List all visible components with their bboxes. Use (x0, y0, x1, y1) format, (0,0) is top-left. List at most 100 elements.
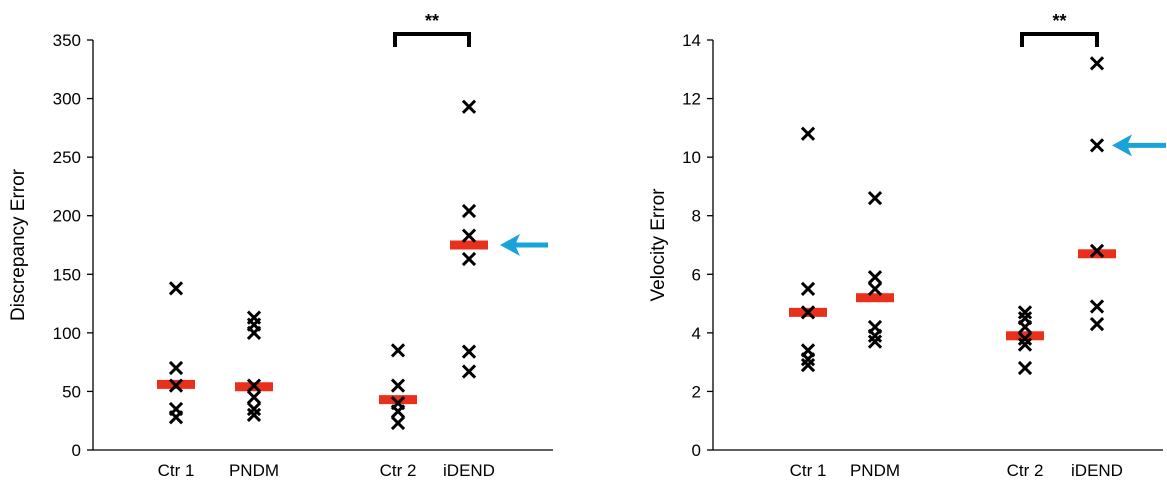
data-point-stroke-0 (390, 415, 406, 431)
mean-bar-0 (450, 240, 488, 250)
y-tick-label-1: 0 (692, 441, 701, 460)
data-point-1 (1089, 316, 1105, 332)
data-point-stroke-1 (1089, 243, 1105, 258)
mean-bar-0 (379, 395, 417, 405)
highlight-arrow-head-1 (1112, 134, 1132, 157)
data-point-stroke-0 (390, 378, 406, 393)
y-tick-label-0: 250 (53, 148, 81, 167)
data-point-stroke-1 (800, 343, 816, 358)
significance-bracket-0 (393, 32, 471, 47)
y-tick-label-1: 4 (692, 324, 701, 343)
data-point-0 (168, 360, 184, 376)
highlight-arrow-head-0 (500, 234, 520, 256)
data-point-1 (867, 270, 883, 285)
data-point-stroke-1 (1089, 56, 1105, 71)
data-point-0 (246, 390, 262, 405)
data-point-1 (1089, 243, 1105, 258)
y-tick-label-0: 50 (62, 382, 81, 401)
data-point-stroke-1 (867, 191, 883, 206)
data-point-1 (1089, 299, 1105, 314)
data-point-1 (1017, 360, 1033, 376)
category-label-0: Ctr 2 (380, 461, 417, 480)
data-point-1 (867, 319, 883, 335)
data-point-0 (246, 310, 262, 325)
data-point-stroke-0 (168, 281, 184, 296)
data-point-stroke-1 (1017, 305, 1033, 320)
data-point-stroke-0 (246, 378, 262, 393)
significance-bracket-1 (1020, 32, 1099, 47)
data-point-0 (461, 99, 477, 114)
data-point-0 (168, 401, 184, 417)
data-point-stroke-1 (800, 126, 816, 141)
data-point-0 (390, 396, 406, 411)
data-point-stroke-0 (461, 364, 477, 379)
category-label-0: iDEND (443, 461, 495, 480)
y-tick-label-1: 2 (692, 382, 701, 401)
data-point-stroke-1 (1017, 360, 1033, 376)
data-point-1 (867, 281, 883, 297)
y-tick-label-1: 8 (692, 207, 701, 226)
data-point-1 (867, 191, 883, 206)
y-tick-label-1: 12 (682, 90, 701, 109)
data-point-stroke-1 (867, 281, 883, 297)
y-tick-label-1: 14 (682, 31, 701, 50)
data-point-0 (461, 251, 477, 267)
data-point-stroke-1 (800, 281, 816, 297)
data-point-stroke-0 (246, 390, 262, 405)
data-point-0 (390, 378, 406, 393)
data-point-0 (246, 401, 262, 417)
data-point-0 (461, 344, 477, 359)
data-point-0 (390, 415, 406, 431)
significance-label-1: ** (1052, 11, 1066, 31)
y-tick-label-0: 300 (53, 90, 81, 109)
data-point-0 (246, 378, 262, 393)
data-point-1 (1017, 331, 1033, 346)
data-point-stroke-0 (461, 251, 477, 267)
data-point-1 (800, 281, 816, 297)
data-point-stroke-0 (246, 401, 262, 417)
data-point-1 (800, 126, 816, 141)
y-tick-label-0: 150 (53, 265, 81, 284)
data-point-stroke-1 (1089, 138, 1105, 153)
data-point-1 (800, 343, 816, 358)
significance-label-0: ** (425, 11, 439, 31)
data-point-stroke-0 (461, 203, 477, 219)
y-tick-label-0: 200 (53, 207, 81, 226)
data-point-stroke-0 (168, 401, 184, 417)
y-tick-label-1: 10 (682, 148, 701, 167)
mean-bar-1 (1006, 331, 1044, 341)
data-point-stroke-0 (168, 378, 184, 393)
data-point-1 (1089, 138, 1105, 153)
data-point-stroke-1 (1089, 316, 1105, 332)
category-label-1: iDEND (1071, 461, 1123, 480)
data-point-stroke-0 (461, 228, 477, 243)
data-point-0 (461, 203, 477, 219)
data-point-stroke-1 (800, 305, 816, 320)
y-tick-label-0: 350 (53, 31, 81, 50)
y-axis-title-1: Velocity Error (648, 188, 669, 302)
data-point-0 (390, 343, 406, 358)
data-point-stroke-0 (461, 99, 477, 114)
data-point-stroke-0 (246, 310, 262, 325)
y-tick-label-1: 6 (692, 265, 701, 284)
category-label-0: Ctr 1 (158, 461, 195, 480)
data-point-stroke-1 (867, 270, 883, 285)
data-point-1 (1017, 305, 1033, 320)
data-point-stroke-0 (168, 360, 184, 376)
data-point-0 (168, 378, 184, 393)
data-point-0 (461, 364, 477, 379)
y-axis-title-0: Discrepancy Error (8, 168, 29, 321)
data-point-stroke-0 (390, 396, 406, 411)
data-point-stroke-1 (1089, 299, 1105, 314)
mean-bar-1 (1078, 249, 1116, 259)
mean-bar-1 (856, 293, 894, 303)
category-label-0: PNDM (229, 461, 279, 480)
category-label-1: Ctr 1 (790, 461, 827, 480)
data-point-0 (168, 281, 184, 296)
category-label-1: Ctr 2 (1007, 461, 1044, 480)
data-point-stroke-0 (390, 343, 406, 358)
category-label-1: PNDM (850, 461, 900, 480)
data-point-stroke-1 (867, 319, 883, 335)
data-point-0 (461, 228, 477, 243)
